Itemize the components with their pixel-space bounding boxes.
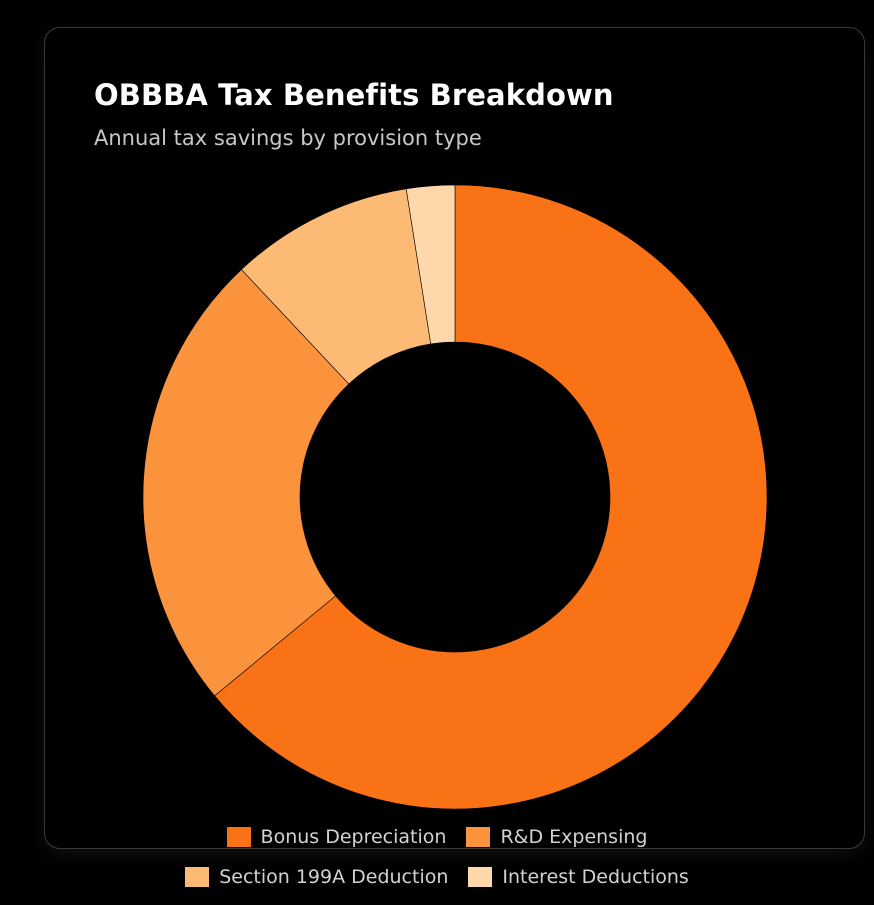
legend-row-1: Bonus Depreciation R&D Expensing [0,826,874,848]
legend-swatch [185,867,210,887]
legend-swatch [468,867,493,887]
chart-subtitle: Annual tax savings by provision type [94,126,482,150]
slice-interest-deductions[interactable] [405,184,456,345]
legend-item-rd-expensing[interactable]: R&D Expensing [466,826,647,848]
slice-r-d-expensing[interactable] [142,269,350,697]
slice-bonus-depreciation[interactable] [214,184,768,810]
legend-item-section-199a-deduction[interactable]: Section 199A Deduction [185,866,448,888]
legend-label: R&D Expensing [500,826,648,848]
legend-item-interest-deductions[interactable]: Interest Deductions [468,866,689,888]
legend-label: Interest Deductions [502,866,689,888]
chart-title: OBBBA Tax Benefits Breakdown [94,78,614,112]
legend-item-bonus-depreciation[interactable]: Bonus Depreciation [226,826,447,848]
legend-swatch [466,827,491,847]
legend-swatch [226,827,251,847]
legend-label: Section 199A Deduction [219,866,449,888]
legend-row-2: Section 199A Deduction Interest Deductio… [0,866,874,888]
legend-label: Bonus Depreciation [260,826,447,848]
